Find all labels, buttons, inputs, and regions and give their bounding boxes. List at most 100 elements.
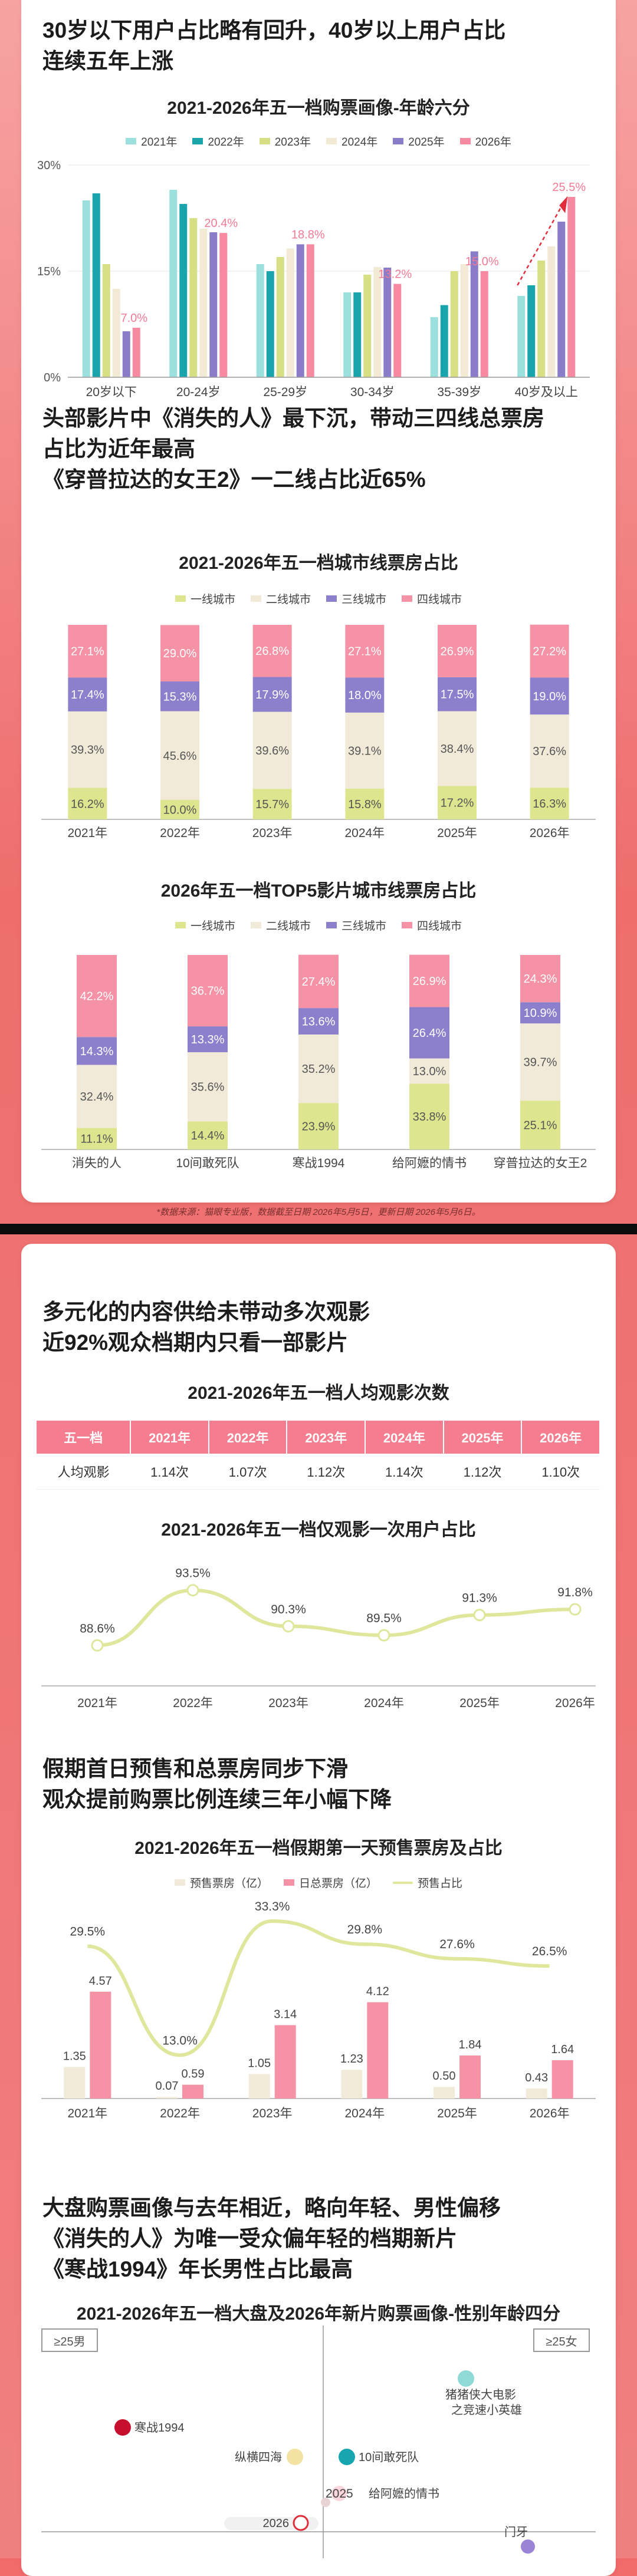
headline-line: 多元化的内容供给未带动多次观影 bbox=[42, 1297, 370, 1327]
bar-daily bbox=[459, 2055, 481, 2099]
headline-line: 《消失的人》为唯一受众偏年轻的档期新片 bbox=[42, 2223, 501, 2254]
legend-swatch bbox=[393, 1882, 413, 1884]
segment-label: 13.3% bbox=[191, 1033, 225, 1046]
segment-label: 35.6% bbox=[191, 1081, 225, 1094]
x-tick-label: 2021年 bbox=[67, 826, 107, 840]
line-label: 29.5% bbox=[70, 1925, 106, 1939]
x-tick-label: 2022年 bbox=[160, 826, 200, 840]
segment-label: 14.3% bbox=[80, 1045, 114, 1058]
headline-line: 《穿普拉达的女王2》一二线占比近65% bbox=[42, 465, 544, 495]
data-label: 0.50 bbox=[433, 2070, 456, 2083]
data-point bbox=[379, 1630, 389, 1641]
x-tick-label: 20-24岁 bbox=[176, 386, 221, 399]
x-tick-label: 消失的人 bbox=[72, 1157, 122, 1170]
bar bbox=[557, 222, 565, 377]
legend-swatch bbox=[326, 595, 337, 602]
segment-label: 27.4% bbox=[302, 976, 336, 989]
segment-label: 16.2% bbox=[71, 798, 104, 811]
chart-title-quadrant: 2021-2026年五一档大盘及2026年新片购票画像-性别年龄四分 bbox=[21, 2299, 616, 2325]
segment-label: 39.7% bbox=[524, 1056, 557, 1069]
x-tick-label: 2025年 bbox=[459, 1697, 500, 1710]
legend-item: 二线城市 bbox=[251, 591, 311, 607]
segment-label: 37.6% bbox=[533, 745, 566, 758]
x-tick-label: 2024年 bbox=[344, 826, 385, 840]
x-tick-label: 给阿嬷的情书 bbox=[392, 1157, 467, 1170]
headline-city: 头部影片中《消失的人》最下沉，带动三四线总票房 占比为近年最高 《穿普拉达的女王… bbox=[42, 403, 544, 495]
x-tick-label: 2026年 bbox=[555, 1697, 595, 1710]
segment-label: 35.2% bbox=[302, 1063, 336, 1076]
headline-line: 头部影片中《消失的人》最下沉，带动三四线总票房 bbox=[42, 403, 544, 434]
table-cell: 人均观影 bbox=[37, 1454, 130, 1490]
legend-item: 四线城市 bbox=[402, 917, 462, 933]
x-tick-label: 2024年 bbox=[344, 2107, 385, 2120]
x-tick-label: 2025年 bbox=[437, 2107, 477, 2120]
data-label: 1.05 bbox=[248, 2057, 271, 2070]
bar-daily bbox=[552, 2060, 573, 2099]
headline-line: 30岁以下用户占比略有回升，40岁以上用户占比 bbox=[42, 15, 505, 46]
bar bbox=[133, 328, 140, 377]
data-point bbox=[92, 1640, 103, 1651]
data-label: 1.23 bbox=[340, 2053, 363, 2066]
legend-item: 三线城市 bbox=[326, 591, 386, 607]
data-point bbox=[474, 1610, 485, 1620]
bar bbox=[307, 244, 314, 377]
point-label: 2026 bbox=[263, 2517, 290, 2530]
x-tick-label: 20岁以下 bbox=[86, 386, 137, 399]
segment-label: 17.4% bbox=[71, 689, 104, 701]
y-tick-label: 15% bbox=[37, 265, 61, 278]
segment-label: 27.2% bbox=[533, 645, 566, 658]
table-row: 人均观影 1.14次 1.07次 1.12次 1.14次 1.12次 1.10次 bbox=[37, 1454, 600, 1490]
segment-label: 26.4% bbox=[413, 1027, 446, 1040]
segment-label: 39.3% bbox=[71, 744, 104, 757]
x-tick-label: 穿普拉达的女王2 bbox=[494, 1157, 587, 1170]
data-point bbox=[188, 1585, 198, 1596]
x-tick-label: 35-39岁 bbox=[437, 386, 481, 399]
segment-label: 17.2% bbox=[441, 797, 474, 810]
table-cell: 1.12次 bbox=[444, 1454, 522, 1490]
legend-swatch bbox=[402, 595, 412, 602]
legend-swatch bbox=[326, 922, 337, 928]
table-header-cell: 2025年 bbox=[444, 1421, 522, 1454]
legend-swatch bbox=[175, 595, 186, 602]
bar bbox=[547, 246, 555, 377]
headline-line: 近92%观众档期内只看一部影片 bbox=[42, 1327, 370, 1358]
once-line-chart: 88.6%2021年93.5%2022年90.3%2023年89.5%2024年… bbox=[0, 1539, 637, 1727]
scatter-point bbox=[114, 2419, 131, 2436]
x-tick-label: 2023年 bbox=[252, 826, 293, 840]
headline-viewing: 多元化的内容供给未带动多次观影 近92%观众档期内只看一部影片 bbox=[42, 1297, 370, 1358]
segment-label: 25.1% bbox=[524, 1119, 557, 1132]
legend-label: 三线城市 bbox=[342, 591, 386, 607]
bar bbox=[363, 275, 371, 377]
bar-presale bbox=[64, 2067, 85, 2099]
bar bbox=[481, 271, 488, 377]
data-label: 18.8% bbox=[291, 228, 325, 241]
data-point bbox=[570, 1604, 580, 1615]
x-tick-label: 2023年 bbox=[252, 2107, 293, 2120]
legend-item: 一线城市 bbox=[175, 591, 235, 607]
data-label: 1.64 bbox=[551, 2043, 574, 2056]
segment-label: 32.4% bbox=[80, 1091, 114, 1103]
headline-line: 占比为近年最高 bbox=[42, 434, 544, 465]
line-label: 26.5% bbox=[532, 1945, 567, 1958]
data-label: 4.12 bbox=[366, 1985, 389, 1998]
scatter-point bbox=[339, 2449, 355, 2465]
data-label: 91.3% bbox=[462, 1592, 497, 1605]
segment-label: 26.8% bbox=[255, 645, 289, 658]
legend-swatch bbox=[175, 922, 186, 928]
bar bbox=[267, 271, 274, 377]
x-tick-label: 2024年 bbox=[364, 1697, 404, 1710]
data-label: 0.59 bbox=[182, 2068, 205, 2081]
x-tick-label: 2026年 bbox=[530, 826, 570, 840]
chart-title-age: 2021-2026年五一档购票画像-年龄六分 bbox=[21, 93, 616, 119]
bar bbox=[277, 257, 284, 377]
table-cell: 1.12次 bbox=[287, 1454, 365, 1490]
bar-daily bbox=[367, 2002, 388, 2099]
bar bbox=[393, 284, 401, 377]
series-line bbox=[97, 1590, 575, 1646]
x-tick-label: 2022年 bbox=[173, 1697, 213, 1710]
headline-presale: 假期首日预售和总票房同步下滑 观众提前购票比例连续三年小幅下降 bbox=[42, 1754, 392, 1815]
chart-title-avg: 2021-2026年五一档人均观影次数 bbox=[21, 1378, 616, 1404]
segment-label: 17.9% bbox=[255, 689, 289, 701]
legend-label: 四线城市 bbox=[417, 591, 462, 607]
bar bbox=[103, 264, 110, 377]
